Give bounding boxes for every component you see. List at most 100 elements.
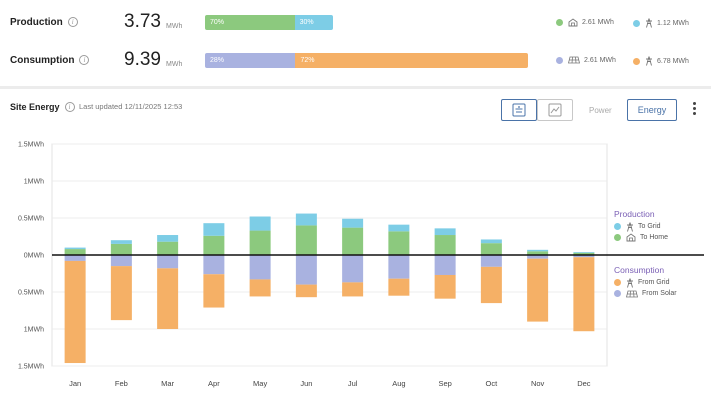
bar-to-grid-aug [388,224,410,232]
bar-to-home-jul [342,227,364,255]
legend-to-home-label: To Home [640,234,669,241]
production-value: 3.73 [124,11,161,32]
bar-from-grid-mar [157,268,179,329]
bar-to-grid-mar [157,235,179,242]
to-grid-dot [614,223,621,230]
x-tick-label: Apr [208,379,220,388]
site-energy-title-text: Site Energy [10,102,60,112]
bar-to-home-sep [434,235,456,255]
site-energy-chart: 1.5MWh 1MWh 0.5MWh 0MWh 0.5MWh 1MWh 1.5MWh Jan… [18,142,704,388]
bar-from-grid-dec [573,257,595,332]
x-axis-ticks: Jan Feb Mar Apr May Jun Jul Aug Sep Oct Nov Dec [69,379,591,388]
bar-to-home-oct [480,243,502,255]
bar-to-grid-jun [295,213,317,226]
bar-from-solar-sep [434,255,456,275]
info-icon[interactable]: i [79,55,90,65]
to-grid-dot [633,19,640,27]
bar-from-solar-feb [110,255,132,267]
production-legend-title: Production [614,209,655,219]
consumption-grid-legend: 6.78 MWh [633,56,689,66]
info-icon[interactable]: i [67,17,78,27]
solar-panel-icon [568,56,580,64]
production-unit: MWh [166,23,183,30]
from-solar-dot [556,56,563,64]
bar-from-grid-jun [295,284,317,298]
consumption-legend: Consumption From Grid From Solar [614,265,677,299]
grid-tower-icon [627,277,633,288]
legend-from-solar-label: From Solar [642,290,677,297]
x-tick-label: Jul [348,379,358,388]
consumption-solar-value: 2.61 MWh [584,56,616,64]
production-grid-value: 1.12 MWh [657,19,689,27]
bar-to-home-dec [573,252,595,255]
legend-to-grid-label: To Grid [638,223,661,230]
bar-from-solar-mar [157,255,179,269]
to-home-dot [614,234,621,241]
chart-gridlines [51,143,608,367]
consumption-legend-title: Consumption [614,265,665,275]
bar-to-home-feb [110,243,132,255]
bar-to-home-apr [203,235,225,255]
x-tick-label: Jun [300,379,312,388]
from-solar-dot [614,290,621,297]
bar-from-solar-may [249,255,271,280]
consumption-from-grid-segment: 72% [295,53,528,68]
y-tick-label: 0MWh [24,253,44,260]
bar-to-grid-may [249,216,271,231]
flow-view-icon [548,103,562,117]
x-tick-label: Feb [115,379,128,388]
production-split-bar: 70% 30% [205,15,333,30]
power-toggle[interactable]: Power [589,106,612,115]
consumption-value: 9.39 [124,49,161,70]
bar-to-grid-jan [64,247,86,250]
production-to-grid-segment: 30% [294,15,333,30]
bar-to-grid-oct [480,239,502,244]
bar-to-grid-feb [110,240,132,244]
bar-view-button[interactable] [501,99,537,121]
bar-from-grid-may [249,279,271,297]
energy-toggle[interactable]: Energy [627,99,677,121]
bar-from-grid-oct [480,266,502,304]
consumption-from-solar-segment: 28% [205,53,296,68]
y-tick-label: 0.5MWh [18,216,44,223]
bar-from-solar-apr [203,255,225,275]
home-icon [626,233,636,242]
production-home-value: 2.61 MWh [582,19,614,26]
legend-to-home[interactable]: To Home [614,232,668,243]
production-label: Production i [10,17,78,28]
y-tick-label: 0.5MWh [18,290,44,297]
section-divider [0,86,711,89]
consumption-grid-pct: 72% [300,57,315,64]
bar-from-grid-aug [388,278,410,296]
consumption-label-text: Consumption [10,55,75,66]
chart-bars [64,213,595,364]
bar-from-solar-dec [573,255,595,258]
bar-to-grid-apr [203,223,225,236]
consumption-row: Consumption i 9.39 MWh 28% 72% 2.61 MWh 6… [0,46,711,76]
bar-chart-view-icon [512,103,526,117]
y-axis-ticks: 1.5MWh 1MWh 0.5MWh 0MWh 0.5MWh 1MWh 1.5MWh [18,142,44,371]
flow-view-button[interactable] [537,99,573,121]
bar-to-home-jun [295,225,317,255]
legend-to-grid[interactable]: To Grid [614,221,668,232]
x-tick-label: May [253,379,267,388]
legend-from-grid[interactable]: From Grid [614,277,677,288]
consumption-solar-pct: 28% [210,57,225,64]
site-energy-title: Site Energy i [10,102,75,112]
x-tick-label: Mar [161,379,174,388]
more-options-icon[interactable] [691,102,697,116]
bar-from-solar-nov [527,255,549,259]
x-tick-label: Aug [392,379,405,388]
production-grid-pct: 30% [299,19,314,26]
grid-tower-icon [646,56,652,66]
bar-from-solar-jul [342,255,364,283]
legend-from-grid-label: From Grid [638,279,670,286]
last-updated-text: Last updated 12/11/2025 12:53 [79,102,183,111]
bar-from-solar-oct [480,255,502,267]
y-tick-label: 1.5MWh [18,142,44,149]
production-legend: Production To Grid To Home [614,209,668,243]
info-icon[interactable]: i [64,102,75,112]
production-row: Production i 3.73 MWh 70% 30% 2.61 MWh 1.… [0,9,711,39]
y-tick-label: 1MWh [24,327,44,334]
legend-from-solar[interactable]: From Solar [614,288,677,299]
